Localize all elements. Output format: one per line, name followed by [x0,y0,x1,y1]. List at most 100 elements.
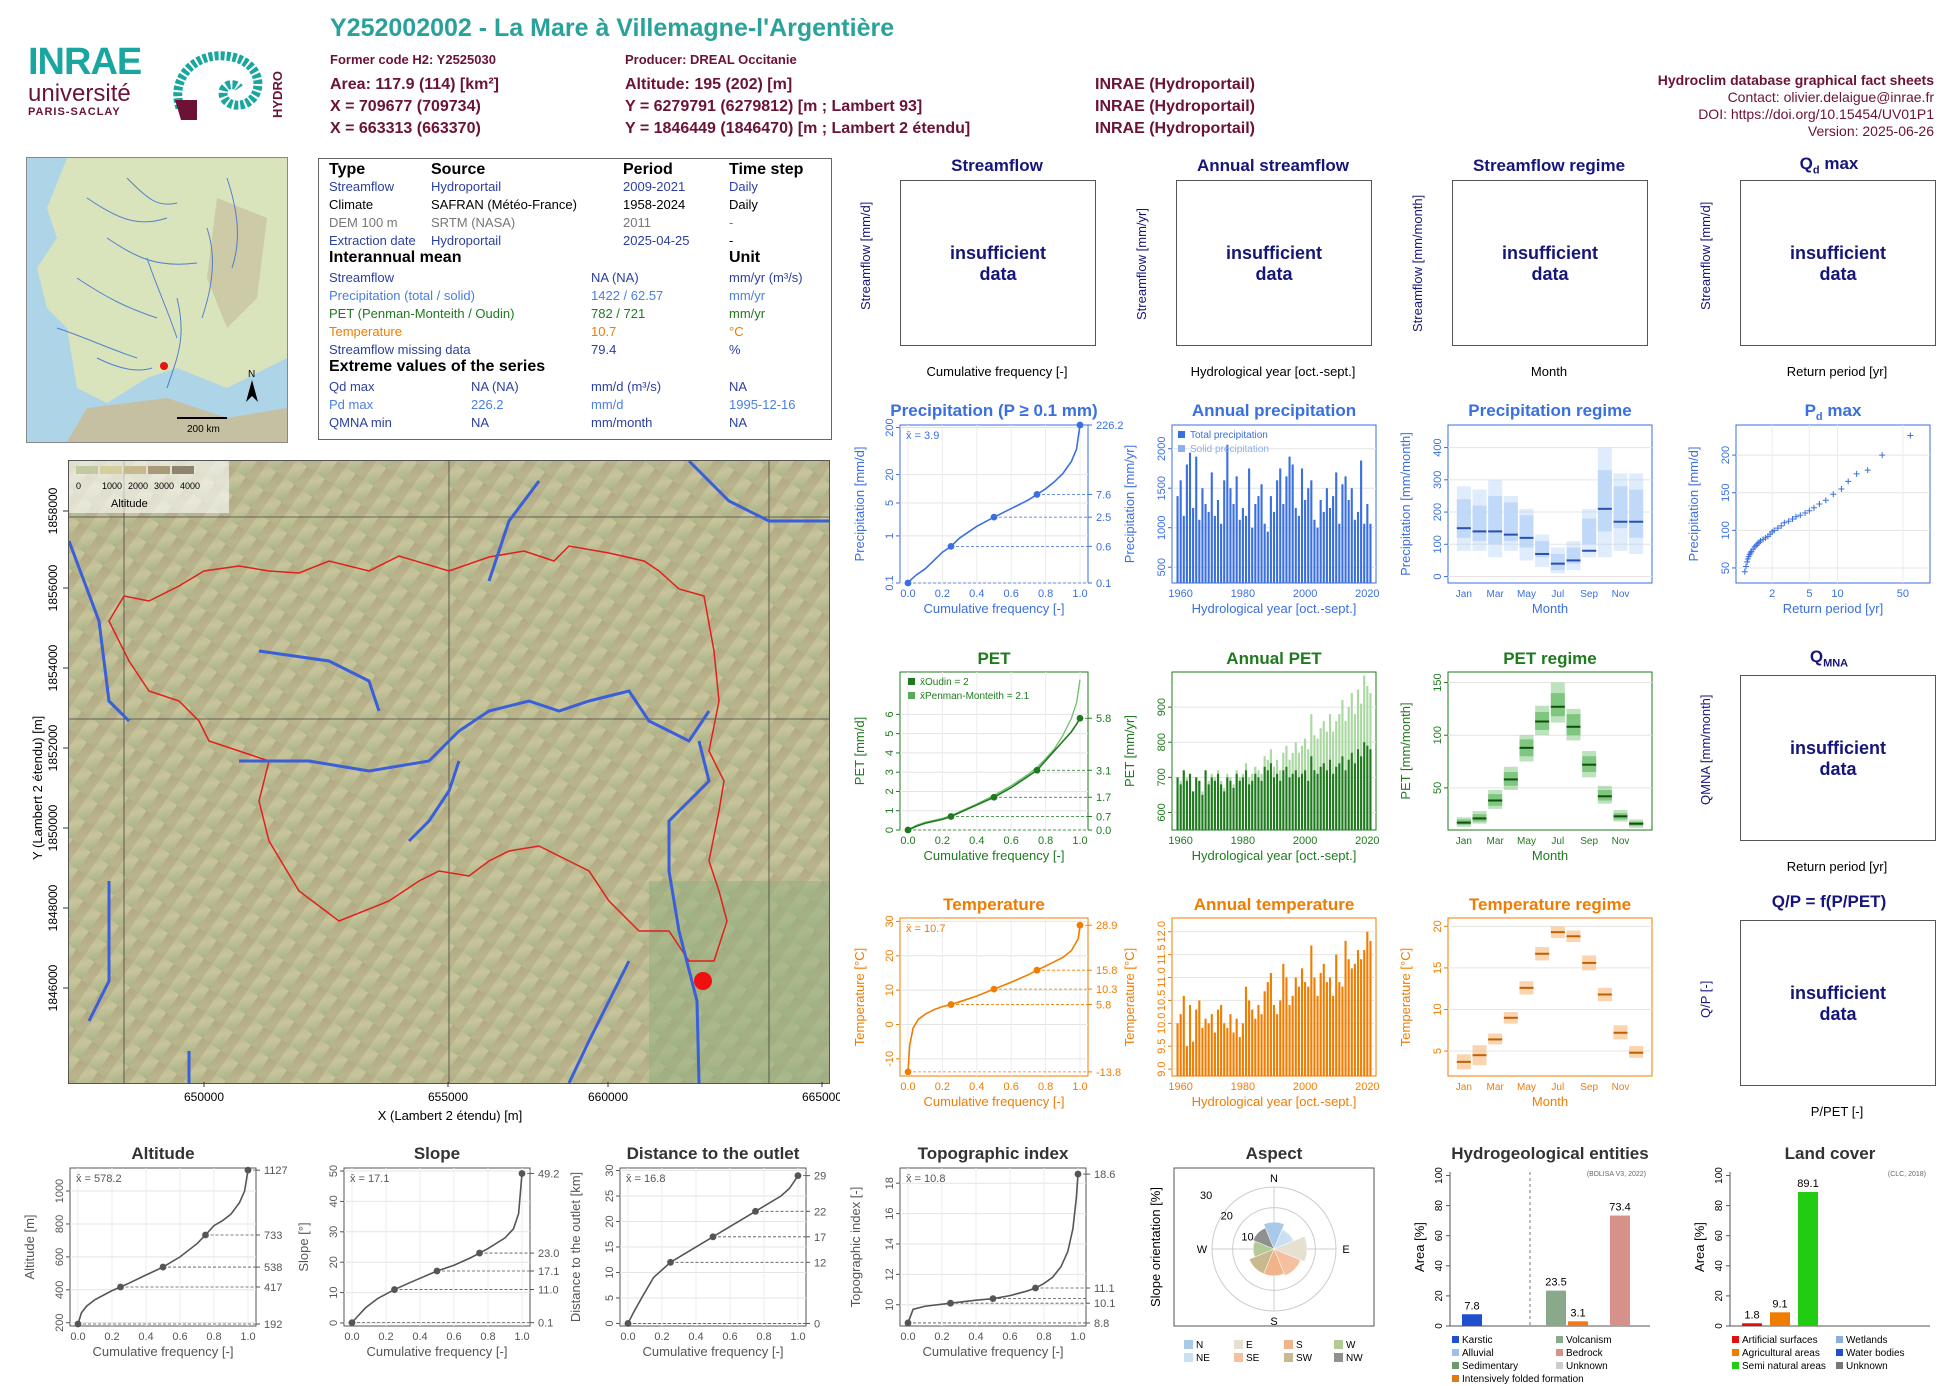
bar-values [1269,972,1272,1076]
y-tick-label: 200 [1432,503,1444,521]
insufficient-msg: insufficient data [1453,243,1647,285]
chart-title: Distance to the outlet [627,1144,800,1163]
chart-precip-cdf: Precipitation (P ≥ 0.1 mm) 0.1 1 5 20 200 0.0 0… [852,401,1124,616]
data-point [1781,519,1788,526]
right-tick-label: 192 [264,1319,282,1331]
bar-oudin [1213,780,1216,830]
iqr-box [1488,495,1503,545]
td-timestep: Daily [729,179,758,194]
x-axis-label: Month [1530,364,1568,379]
legend-label: Solid precipitation [1190,444,1269,455]
bar-oudin [1198,780,1201,830]
bar-values [1257,1005,1260,1076]
ring-label: 10 [1241,1231,1253,1243]
quantile-point [904,1068,912,1076]
chart-temp-cdf: Temperature -10 0 10 20 30 0.0 0.2 0.4 0.6 0.8 1.0 2… [852,895,1121,1109]
bar-total [1313,519,1316,583]
y-tick-label: 10 [884,1299,896,1311]
quantile-point [476,1249,483,1257]
bar-values [1366,931,1369,1076]
quantile-point [348,1319,356,1327]
mean-unit: % [729,342,741,357]
x-tick-label: 5 [1806,588,1812,600]
bar-values [1198,1000,1201,1076]
y-tick-label: 10 [884,984,896,996]
bar-total [1201,488,1204,583]
compass-label: W [1197,1244,1208,1256]
mean-value: NA (NA) [591,270,639,285]
source-note: (BDLISA V3, 2022) [1587,1171,1646,1178]
x-tick-label: 0.0 [900,1331,915,1343]
right-tick-label: 3.1 [1096,765,1111,777]
right-tick-label: 18.6 [1094,1169,1115,1181]
legend-swatch [76,466,98,474]
x-tick-label: 0.0 [344,1331,359,1343]
x-tick-label: 1.0 [514,1331,529,1343]
x-lambert2: X = 663313 (663370) [330,120,481,137]
bar-oudin [1304,770,1307,830]
legend-swatch [1284,1340,1293,1349]
legend-swatch [1184,1353,1193,1362]
title-main: Q [1809,647,1824,666]
bar-values [1335,954,1338,1076]
mean-label: x̄ = 578.2 [76,1173,122,1185]
x-tick-label: 0.6 [1002,1331,1017,1343]
msg-line2: data [1819,264,1857,284]
bar-oudin [1279,780,1282,830]
bar-total [1363,523,1366,583]
y-tick-label: 0 [328,1320,340,1326]
quantile-point [752,1207,759,1215]
bar-oudin [1319,766,1322,830]
legend-swatch [1556,1349,1563,1356]
legend-swatch [1732,1336,1739,1343]
y-axis-label: QMNA [mm/month] [1698,694,1713,805]
bar-oudin [1332,773,1335,830]
right-tick-label: 49.2 [538,1168,559,1180]
x-tick-label: Jan [1456,589,1472,600]
y-tick-label: 700 [1156,768,1168,786]
right-tick-label: 0.0 [1096,825,1111,837]
title-sub: d [1812,164,1820,177]
compass-label: E [1342,1244,1349,1256]
y-tick-label: 40 [1434,1260,1445,1272]
y-tick-label: 80 [1434,1200,1445,1212]
x-tick-label: 2020 [1355,1081,1379,1093]
right-tick-label: 5.8 [1096,1000,1111,1012]
bar-total [1192,507,1195,583]
y-tick-label: 50 [1720,562,1732,574]
bar-total [1285,476,1288,583]
y-tick-label: 1 [884,808,896,814]
bar-values [1328,977,1332,1076]
bar-values [1238,1037,1241,1076]
bar-oudin [1220,784,1223,830]
msg-line2: data [1531,264,1569,284]
north-arrow-icon [246,380,258,402]
bar-oudin [1276,773,1279,830]
legend-label: Unknown [1846,1361,1888,1372]
bar-total [1179,480,1182,583]
bar-oudin [1182,770,1185,830]
bar-total [1319,500,1322,583]
ring-label: 30 [1200,1190,1212,1202]
legend-swatch [100,466,122,474]
chart-title: Aspect [1246,1144,1303,1163]
x-tick-label: 0.0 [620,1331,635,1343]
x-tick-label: 0.4 [412,1331,427,1343]
x-axis-label: Return period [yr] [1786,364,1888,379]
x-tick-label: 0.2 [934,1331,949,1343]
bar-values [1310,945,1313,1076]
bar-values [1251,1009,1254,1076]
panel-qd-max: Qd max insufficient data Streamflow [mm/d… [1672,150,1936,390]
producer: Producer: DREAL Occitanie [625,52,797,67]
extreme-unit: mm/d [591,397,624,412]
td-type: Climate [329,197,374,212]
y-tick-label: 5 [884,731,896,737]
x-tick-label: 0.8 [1038,1081,1053,1093]
source-3: INRAE (Hydroportail) [1095,120,1255,137]
y-tick-label: 100 [1720,521,1732,539]
msg-line1: insufficient [1225,243,1322,263]
bar-total [1188,452,1192,583]
right-tick-label: 8.8 [1094,1318,1109,1330]
bar-total [1226,444,1229,583]
